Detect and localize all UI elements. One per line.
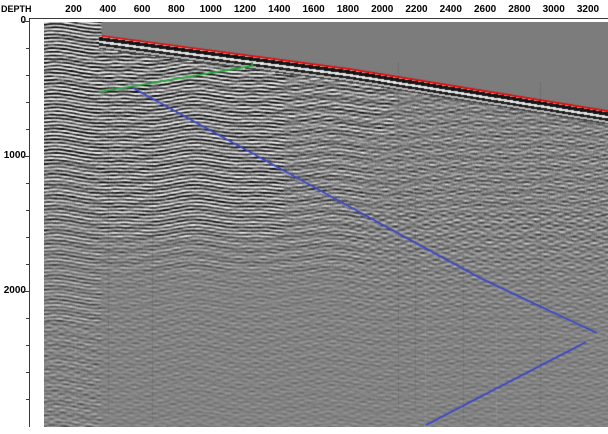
- x-tick-label: 3200: [576, 4, 600, 15]
- x-tick-label: 2200: [405, 4, 428, 15]
- y-minor-tick: [26, 129, 29, 130]
- y-minor-tick: [26, 75, 29, 76]
- y-minor-tick: [26, 102, 29, 103]
- y-tick-label: 2000: [3, 285, 26, 296]
- x-tick-label: 2400: [439, 4, 462, 15]
- y-tick-label: 1000: [3, 150, 26, 161]
- x-tick-label: 1600: [302, 4, 325, 15]
- x-tick-label: 1400: [268, 4, 291, 15]
- x-tick-label: 1000: [199, 4, 222, 15]
- x-tick-label: 2000: [371, 4, 394, 15]
- y-major-tick: [23, 156, 29, 157]
- y-minor-tick: [26, 399, 29, 400]
- y-minor-tick: [26, 345, 29, 346]
- y-tick-label: 0: [0, 16, 26, 26]
- seismic-section-canvas[interactable]: [44, 22, 608, 427]
- y-axis-line: [29, 18, 30, 427]
- y-major-tick: [23, 291, 29, 292]
- x-tick-label: 3000: [542, 4, 565, 15]
- y-minor-tick: [26, 183, 29, 184]
- x-tick-label: 2600: [473, 4, 497, 15]
- x-tick-label: 400: [99, 4, 117, 15]
- y-minor-tick: [26, 372, 29, 373]
- x-tick-label: 800: [168, 4, 185, 15]
- y-major-tick: [23, 21, 29, 22]
- x-tick-label: 600: [133, 4, 151, 15]
- x-axis-line: [29, 18, 608, 19]
- y-minor-tick: [26, 210, 29, 211]
- x-tick-label: 200: [65, 4, 82, 15]
- x-tick-label: 1200: [233, 4, 257, 15]
- y-minor-tick: [26, 237, 29, 238]
- x-tick-label: 1800: [336, 4, 360, 15]
- y-minor-tick: [26, 264, 29, 265]
- x-tick-label: 2800: [508, 4, 531, 15]
- y-axis-title: DEPTH: [1, 4, 32, 14]
- y-minor-tick: [26, 318, 29, 319]
- y-minor-tick: [26, 48, 29, 49]
